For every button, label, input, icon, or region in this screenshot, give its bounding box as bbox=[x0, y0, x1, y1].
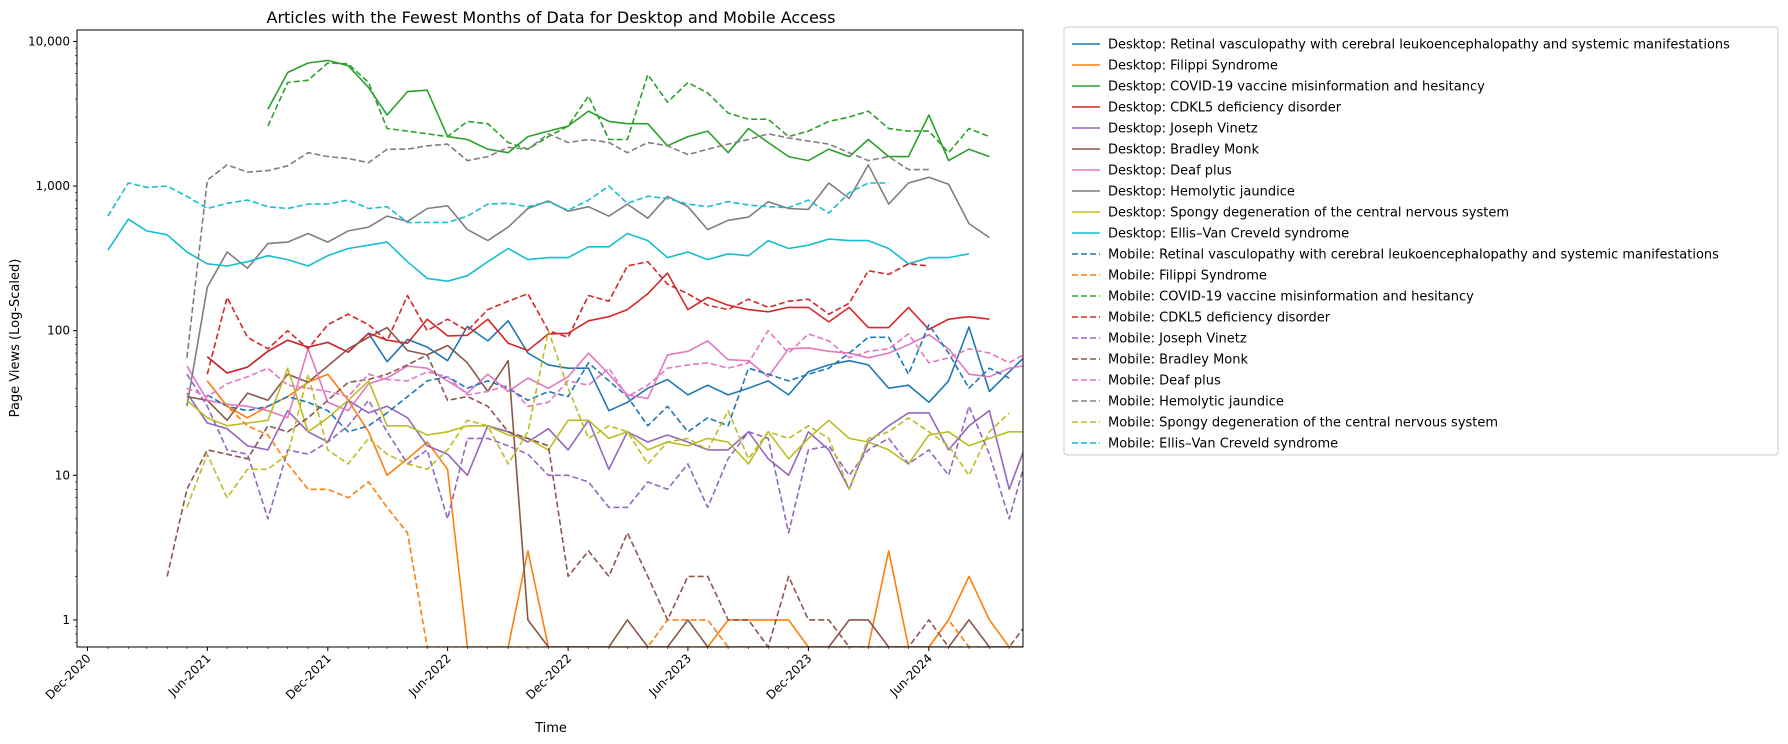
legend-label: Mobile: CDKL5 deficiency disorder bbox=[1108, 311, 1331, 326]
series-line-17 bbox=[186, 329, 1023, 408]
series-line-12 bbox=[206, 380, 1023, 647]
legend: Desktop: Retinal vasculopathy with cereb… bbox=[1063, 26, 1779, 456]
legend-label: Mobile: Retinal vasculopathy with cerebr… bbox=[1108, 248, 1719, 263]
series-line-2 bbox=[206, 373, 1023, 647]
legend-frame bbox=[1063, 26, 1779, 456]
x-tick-label: Jun-2021 bbox=[165, 651, 214, 700]
series-line-4 bbox=[206, 272, 990, 374]
x-tick-label: Dec-2021 bbox=[283, 651, 334, 702]
series-line-18 bbox=[186, 133, 929, 358]
legend-label: Mobile: Spongy degeneration of the centr… bbox=[1108, 416, 1498, 431]
x-axis-label: Time bbox=[534, 721, 567, 736]
y-tick-label: 1 bbox=[62, 613, 70, 627]
x-tick-label: Dec-2020 bbox=[43, 651, 94, 702]
series-line-8 bbox=[186, 164, 990, 407]
legend-label: Desktop: Spongy degeneration of the cent… bbox=[1108, 206, 1509, 221]
y-tick-label: 10,000 bbox=[28, 34, 70, 48]
series-line-19 bbox=[186, 329, 1010, 508]
y-tick-label: 100 bbox=[47, 324, 70, 338]
x-tick-label: Jun-2024 bbox=[886, 651, 935, 700]
legend-label: Mobile: Bradley Monk bbox=[1108, 353, 1248, 368]
y-axis: 1 10 100 1,000 10,000 bbox=[28, 34, 77, 643]
x-tick-label: Jun-2023 bbox=[646, 651, 695, 700]
legend-label: Mobile: Filippi Syndrome bbox=[1108, 269, 1267, 284]
y-tick-label: 10 bbox=[55, 468, 70, 482]
legend-label: Desktop: Deaf plus bbox=[1108, 164, 1232, 179]
legend-label: Desktop: Retinal vasculopathy with cereb… bbox=[1108, 38, 1730, 53]
x-axis: Dec-2020 Jun-2021 Dec-2021 Jun-2022 Dec-2022… bbox=[43, 647, 1010, 702]
series-line-10 bbox=[107, 218, 970, 283]
legend-label: Mobile: Hemolytic jaundice bbox=[1108, 395, 1284, 410]
plot-frame bbox=[76, 29, 1024, 648]
series-line-14 bbox=[206, 260, 929, 375]
x-tick-label: Dec-2022 bbox=[523, 651, 574, 702]
y-axis-label: Page Views (Log-Scaled) bbox=[8, 259, 23, 418]
y-tick-label: 1,000 bbox=[36, 179, 70, 193]
legend-label: Desktop: Bradley Monk bbox=[1108, 143, 1259, 158]
legend-label: Mobile: COVID-19 vaccine misinformation … bbox=[1108, 290, 1474, 305]
chart-title: Articles with the Fewest Months of Data … bbox=[267, 8, 836, 27]
series-line-7 bbox=[186, 333, 1023, 419]
legend-label: Desktop: Filippi Syndrome bbox=[1108, 59, 1278, 74]
plot-area bbox=[107, 59, 1023, 647]
series-line-13 bbox=[267, 62, 990, 154]
legend-label: Mobile: Deaf plus bbox=[1108, 374, 1221, 389]
legend-label: Desktop: COVID-19 vaccine misinformation… bbox=[1108, 80, 1485, 95]
series-line-6 bbox=[186, 326, 1023, 647]
series-line-11 bbox=[206, 323, 1010, 433]
series-line-15 bbox=[186, 373, 1023, 534]
legend-label: Desktop: Joseph Vinetz bbox=[1108, 122, 1258, 137]
legend-label: Desktop: Hemolytic jaundice bbox=[1108, 185, 1295, 200]
x-tick-label: Jun-2022 bbox=[405, 651, 454, 700]
legend-label: Mobile: Ellis–Van Creveld syndrome bbox=[1108, 437, 1338, 452]
series-line-9 bbox=[186, 367, 1023, 465]
series-line-16 bbox=[166, 354, 1023, 647]
series-line-3 bbox=[267, 59, 990, 162]
legend-label: Desktop: Ellis–Van Creveld syndrome bbox=[1108, 227, 1349, 242]
legend-label: Desktop: CDKL5 deficiency disorder bbox=[1108, 101, 1342, 116]
x-tick-label: Dec-2023 bbox=[764, 651, 815, 702]
legend-label: Mobile: Joseph Vinetz bbox=[1108, 332, 1247, 347]
series-line-20 bbox=[107, 182, 889, 224]
